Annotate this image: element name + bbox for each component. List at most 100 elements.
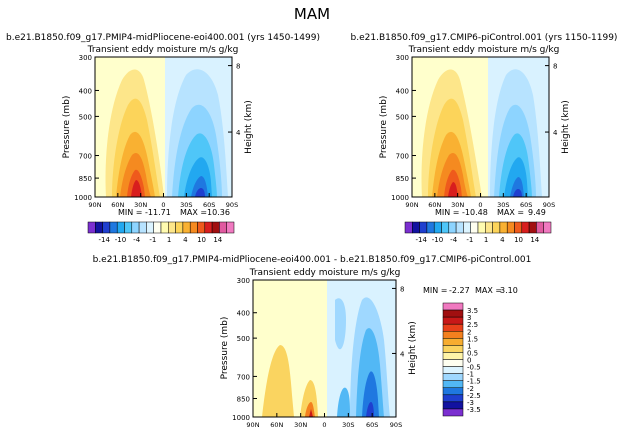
- x-tick-label: 30N: [294, 421, 307, 429]
- x-tick-label: 90N: [246, 421, 259, 429]
- colorbar-swatch: [442, 366, 464, 374]
- colorbar-label: -10: [432, 236, 443, 244]
- colorbar-swatch: [131, 221, 140, 234]
- colorbar-label: 1: [467, 342, 471, 350]
- colorbar-difference: 3.532.521.510.50-0.5-1-1.5-2-2.5-3-3.5: [442, 302, 481, 417]
- colorbar-swatch: [543, 221, 552, 234]
- colorbar-swatch: [442, 345, 464, 353]
- colorbar-swatch: [528, 221, 537, 234]
- colorbar-label: 2: [467, 328, 471, 336]
- colorbar-swatch: [138, 221, 147, 234]
- height-tick-label: 4: [400, 350, 405, 358]
- panel-pliocene: b.e21.B1850.f09_g17.PMIP4-midPliocene-eo…: [6, 33, 320, 217]
- colorbar-swatch: [442, 373, 464, 381]
- colorbar-swatch: [116, 221, 125, 234]
- colorbar-label: 3.5: [467, 307, 478, 315]
- colorbar-swatch: [102, 221, 111, 234]
- y-tick-label: 400: [237, 310, 250, 318]
- colorbar-label: 1: [484, 236, 488, 244]
- y-tick-label: 500: [396, 113, 409, 121]
- colorbar-swatch: [160, 221, 169, 234]
- x-tick-label: 30N: [451, 201, 464, 209]
- y-tick-label: 400: [79, 87, 92, 95]
- colorbar-swatch: [146, 221, 154, 234]
- panel-pliocene-plot: [95, 57, 232, 197]
- x-tick-label: 60N: [111, 201, 124, 209]
- panel-picontrol-ylabel: Pressure (mb): [379, 96, 389, 159]
- panel-picontrol-min-label: MIN =: [435, 208, 460, 217]
- y-tick-label: 700: [237, 373, 250, 381]
- colorbar-label: -10: [115, 236, 126, 244]
- page-title: MAM: [294, 5, 330, 23]
- colorbar-label: 4: [500, 236, 505, 244]
- panel-pliocene-min-label: MIN =: [118, 208, 143, 217]
- colorbar-swatch: [442, 309, 464, 318]
- colorbar-swatch: [442, 338, 464, 346]
- panel-pliocene-max-value: 10.36: [207, 208, 230, 217]
- y-tick-label: 700: [396, 153, 409, 161]
- colorbar-label: -1: [466, 236, 473, 244]
- colorbar-swatch: [197, 221, 206, 234]
- colorbar-swatch: [442, 394, 464, 403]
- panel-difference-max-label: MAX =: [475, 286, 502, 295]
- colorbar-label: -2: [467, 385, 474, 393]
- panel-picontrol-max-label: MAX =: [497, 208, 524, 217]
- panel-picontrol-max-value: 9.49: [528, 208, 546, 217]
- colorbar-label: 14: [530, 236, 539, 244]
- x-tick-label: 90S: [390, 421, 402, 429]
- panel-pliocene-title: b.e21.B1850.f09_g17.PMIP4-midPliocene-eo…: [6, 33, 320, 43]
- y-tick-label: 1000: [232, 414, 250, 422]
- y-tick-label: 300: [396, 54, 409, 62]
- colorbar-swatch: [226, 221, 235, 234]
- panel-difference: b.e21.B1850.f09_g17.PMIP4-midPliocene-eo…: [93, 255, 532, 429]
- colorbar-swatch: [153, 221, 162, 234]
- colorbar-label: 0: [467, 357, 471, 365]
- x-tick-label: 30S: [342, 421, 354, 429]
- colorbar-swatch: [470, 221, 479, 234]
- colorbar-swatch: [442, 323, 464, 332]
- colorbar-swatch: [455, 221, 464, 234]
- colorbar-swatch: [211, 221, 220, 234]
- colorbar-label: -0.5: [467, 364, 481, 372]
- colorbar-top-right: -14 -10 -4 -1 1 4 10 14: [404, 221, 552, 244]
- height-tick-label: 4: [553, 129, 558, 137]
- colorbar-swatch: [412, 221, 420, 234]
- colorbar-label: 2.5: [467, 321, 478, 329]
- panel-difference-ylabel-right: Height (km): [408, 321, 418, 375]
- colorbar-swatch: [95, 221, 103, 234]
- colorbar-swatch: [485, 221, 493, 234]
- colorbar-swatch: [442, 352, 464, 360]
- x-tick-label: 30S: [180, 201, 192, 209]
- colorbar-swatch: [442, 359, 464, 367]
- colorbar-swatch: [448, 221, 457, 234]
- height-tick-label: 8: [236, 63, 240, 71]
- y-tick-label: 400: [396, 87, 409, 95]
- colorbar-swatch: [442, 401, 464, 410]
- panel-picontrol-subtitle: Transient eddy moisture m/s g/kg: [408, 45, 560, 55]
- colorbar-label: -1: [467, 371, 474, 379]
- colorbar-swatch: [442, 387, 464, 396]
- colorbar-label: 10: [197, 236, 206, 244]
- panel-pliocene-max-label: MAX =: [180, 208, 207, 217]
- colorbar-swatch: [404, 221, 413, 234]
- x-tick-label: 30S: [497, 201, 509, 209]
- colorbar-label: -14: [416, 236, 428, 244]
- panel-difference-plot: [253, 280, 396, 417]
- x-tick-label: 60S: [520, 201, 532, 209]
- colorbar-label: 10: [514, 236, 523, 244]
- x-tick-label: 0: [322, 421, 326, 429]
- height-tick-label: 4: [236, 129, 241, 137]
- colorbar-swatch: [204, 221, 213, 234]
- panel-picontrol-title: b.e21.B1850.f09_g17.CMIP6-piControl.001 …: [351, 33, 618, 43]
- panel-pliocene-ylabel: Pressure (mb): [62, 96, 72, 159]
- colorbar-swatch: [536, 221, 544, 234]
- y-tick-label: 300: [237, 277, 250, 285]
- x-tick-label: 60N: [270, 421, 283, 429]
- colorbar-label: -4: [450, 236, 458, 244]
- colorbar-label: -1.5: [467, 378, 481, 386]
- colorbar-label: -3.5: [467, 406, 481, 414]
- panel-difference-ylabel: Pressure (mb): [220, 317, 230, 380]
- colorbar-swatch: [442, 408, 464, 417]
- y-tick-label: 500: [237, 335, 250, 343]
